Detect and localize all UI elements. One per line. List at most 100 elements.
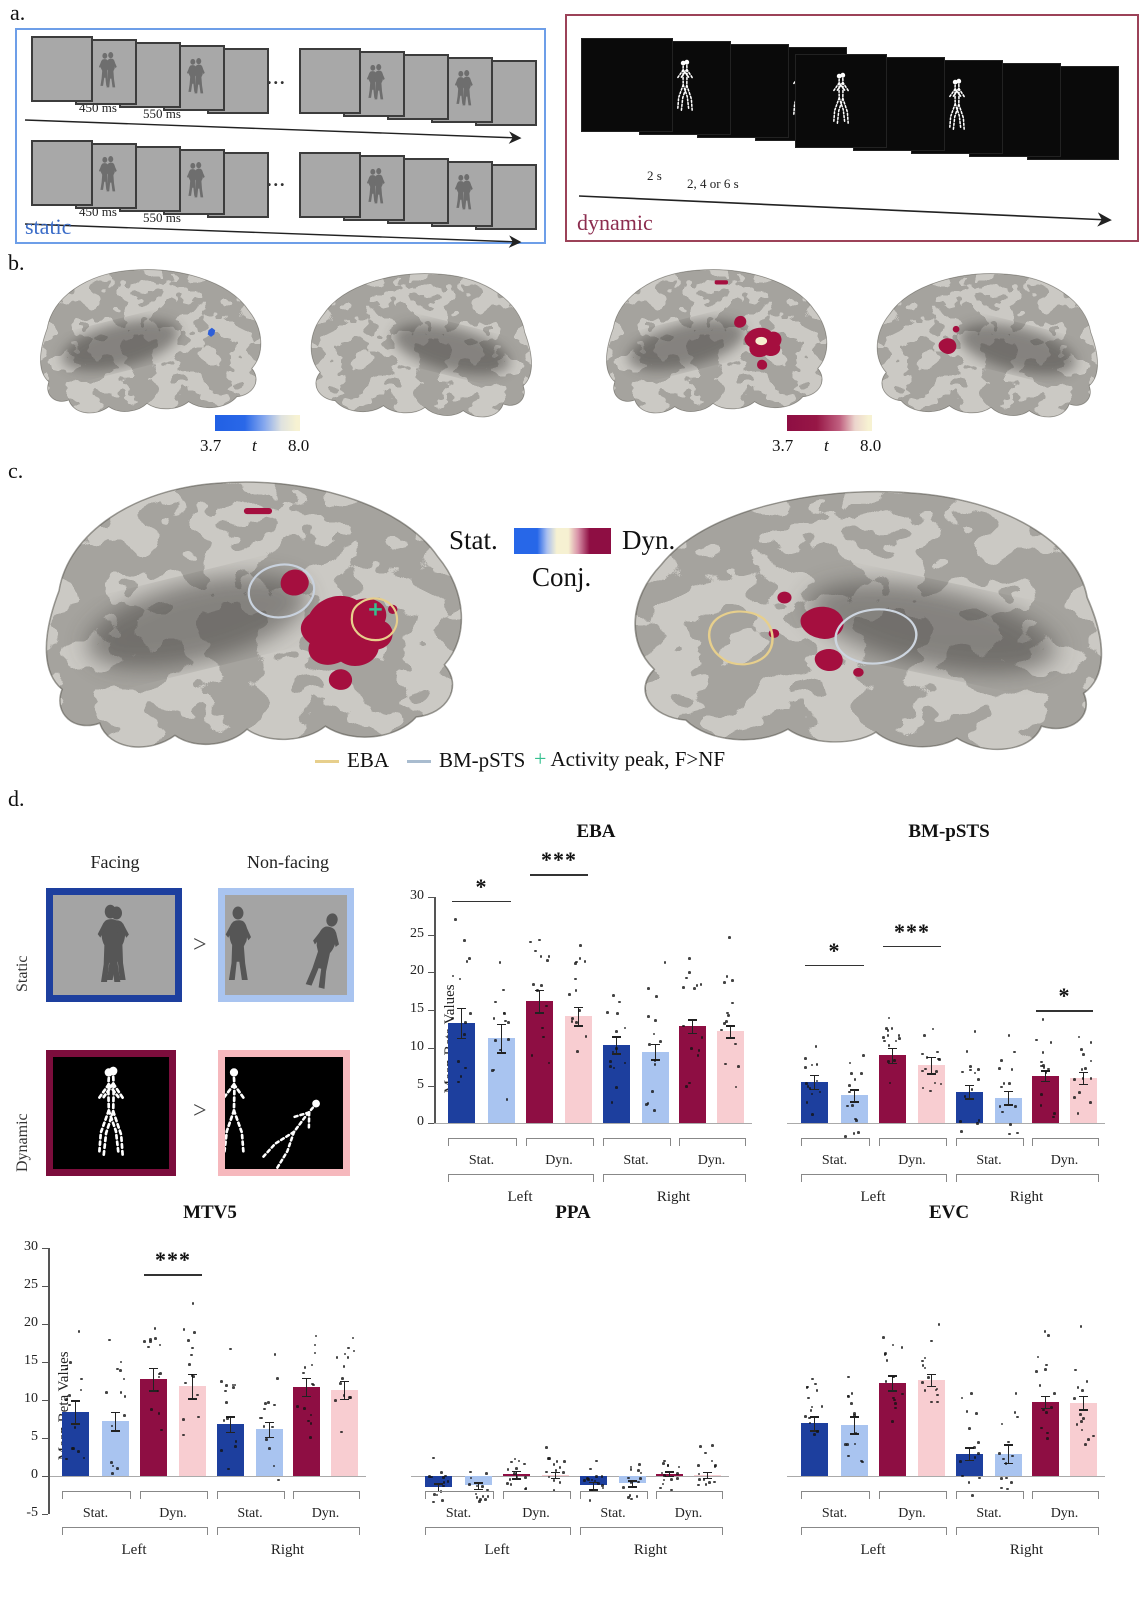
error-bar [500, 1023, 503, 1053]
error-bar-cap [612, 1036, 621, 1038]
error-bar [1044, 1395, 1047, 1408]
scatter-dot [579, 944, 582, 947]
scatter-dot [844, 1134, 847, 1138]
scatter-dot [263, 1407, 266, 1411]
nonfacing-column-header: Non-facing [247, 852, 329, 872]
static-row-header: Static [14, 955, 31, 992]
scatter-dot [855, 1119, 858, 1122]
error-bar-cap [651, 1043, 660, 1046]
chart-evc: EVC Stat. Dyn. Stat. Dyn. Left Right [787, 1202, 1105, 1594]
stimulus-card [299, 152, 361, 218]
static-colorbar-max: 8.0 [288, 436, 310, 455]
scatter-dot [478, 1500, 482, 1503]
scatter-dot [589, 1467, 592, 1471]
chart-bm-psts: BM-pSTS * *** * Stat. Dyn. Stat. Dyn. Left Right [787, 821, 1105, 1241]
scatter-dot [465, 960, 469, 963]
scatter-dot [65, 1457, 68, 1461]
scatter-dot [454, 918, 457, 921]
hemisphere-label: Left [860, 1541, 886, 1558]
error-bar-cap [340, 1380, 349, 1383]
scatter-dot [809, 1409, 813, 1412]
scatter-dot [965, 1050, 969, 1053]
scatter-dot [937, 1323, 941, 1326]
scatter-dot [653, 1109, 656, 1112]
scatter-dot [697, 1472, 701, 1476]
scatter-dot [510, 1460, 513, 1464]
scatter-dot [1013, 1411, 1017, 1415]
error-bar-cap [551, 1471, 560, 1474]
error-bar-cap [1004, 1104, 1013, 1106]
error-bar-cap [340, 1398, 349, 1401]
scatter-dot [108, 1338, 111, 1342]
scatter-dot [651, 1090, 654, 1093]
error-bar [477, 1482, 480, 1489]
scatter-dot [935, 1069, 938, 1073]
scatter-dot [976, 1122, 979, 1125]
y-tick-mark [42, 1399, 48, 1401]
scatter-dot [547, 954, 551, 958]
scatter-dot [65, 1398, 68, 1402]
greater-than-static: > [193, 932, 207, 958]
group-bracket [679, 1138, 746, 1147]
scatter-dot [225, 1384, 228, 1387]
error-bar-cap [1041, 1395, 1050, 1398]
group-bracket [425, 1490, 494, 1499]
scatter-dot [975, 1412, 978, 1415]
error-bar-cap [688, 1019, 697, 1021]
scatter-dot [105, 1391, 108, 1394]
scatter-dot [1080, 1428, 1084, 1432]
scatter-dot [273, 1403, 276, 1407]
scatter-dot [484, 1472, 488, 1476]
scatter-dot [335, 1356, 339, 1360]
scatter-dot [273, 1353, 277, 1356]
scatter-dot [695, 983, 699, 987]
dynamic-facing-stimulus [46, 1050, 176, 1176]
scatter-dot [704, 1451, 708, 1455]
hemisphere-bracket [580, 1526, 723, 1535]
scatter-dot [463, 1033, 466, 1036]
scatter-dot [810, 1063, 814, 1067]
scatter-dot [123, 1395, 127, 1398]
scatter-dot [588, 1499, 592, 1503]
scatter-dot [814, 1045, 818, 1048]
scatter-dot [844, 1443, 847, 1446]
scatter-dot [968, 1426, 971, 1430]
bar [565, 1016, 592, 1124]
scatter-dot [346, 1356, 350, 1359]
y-axis-line [434, 896, 436, 1124]
scatter-dot [505, 1098, 509, 1101]
plot-area: Stat. Dyn. Stat. Dyn. Left Right [411, 1240, 729, 1558]
y-tick-mark [428, 1047, 434, 1049]
error-bar-cap [888, 1390, 897, 1392]
scatter-dot [804, 1415, 807, 1418]
scatter-dot [661, 1482, 665, 1486]
scatter-dot [1039, 1426, 1043, 1430]
scatter-dot [154, 1337, 157, 1340]
scatter-dot [638, 1462, 641, 1466]
error-bar-cap [688, 1032, 697, 1035]
scatter-dot [850, 1402, 853, 1405]
scatter-dot [848, 1090, 851, 1094]
scatter-dot [615, 1030, 618, 1033]
scatter-dot [313, 1343, 317, 1347]
scatter-dot [808, 1421, 812, 1425]
group-bracket [140, 1490, 208, 1499]
error-bar-cap [850, 1101, 859, 1103]
scatter-dot [277, 1478, 280, 1482]
scatter-dot [458, 977, 462, 981]
scatter-dot [143, 1340, 146, 1344]
scatter-dot [977, 1119, 981, 1122]
scatter-dot [699, 1445, 702, 1449]
scatter-dot [73, 1426, 77, 1429]
scatter-dot [584, 1035, 588, 1038]
scatter-dot [474, 1492, 478, 1496]
scatter-dot [583, 960, 587, 963]
bar [956, 1453, 983, 1476]
group-label: Dyn. [1050, 1505, 1079, 1521]
scatter-dot [805, 1081, 808, 1085]
scatter-dot [850, 1072, 853, 1075]
hemisphere-bracket [956, 1174, 1099, 1183]
y-tick-label: 10 [24, 1390, 38, 1406]
scatter-dot [1076, 1386, 1080, 1389]
scatter-dot [1079, 1420, 1083, 1423]
